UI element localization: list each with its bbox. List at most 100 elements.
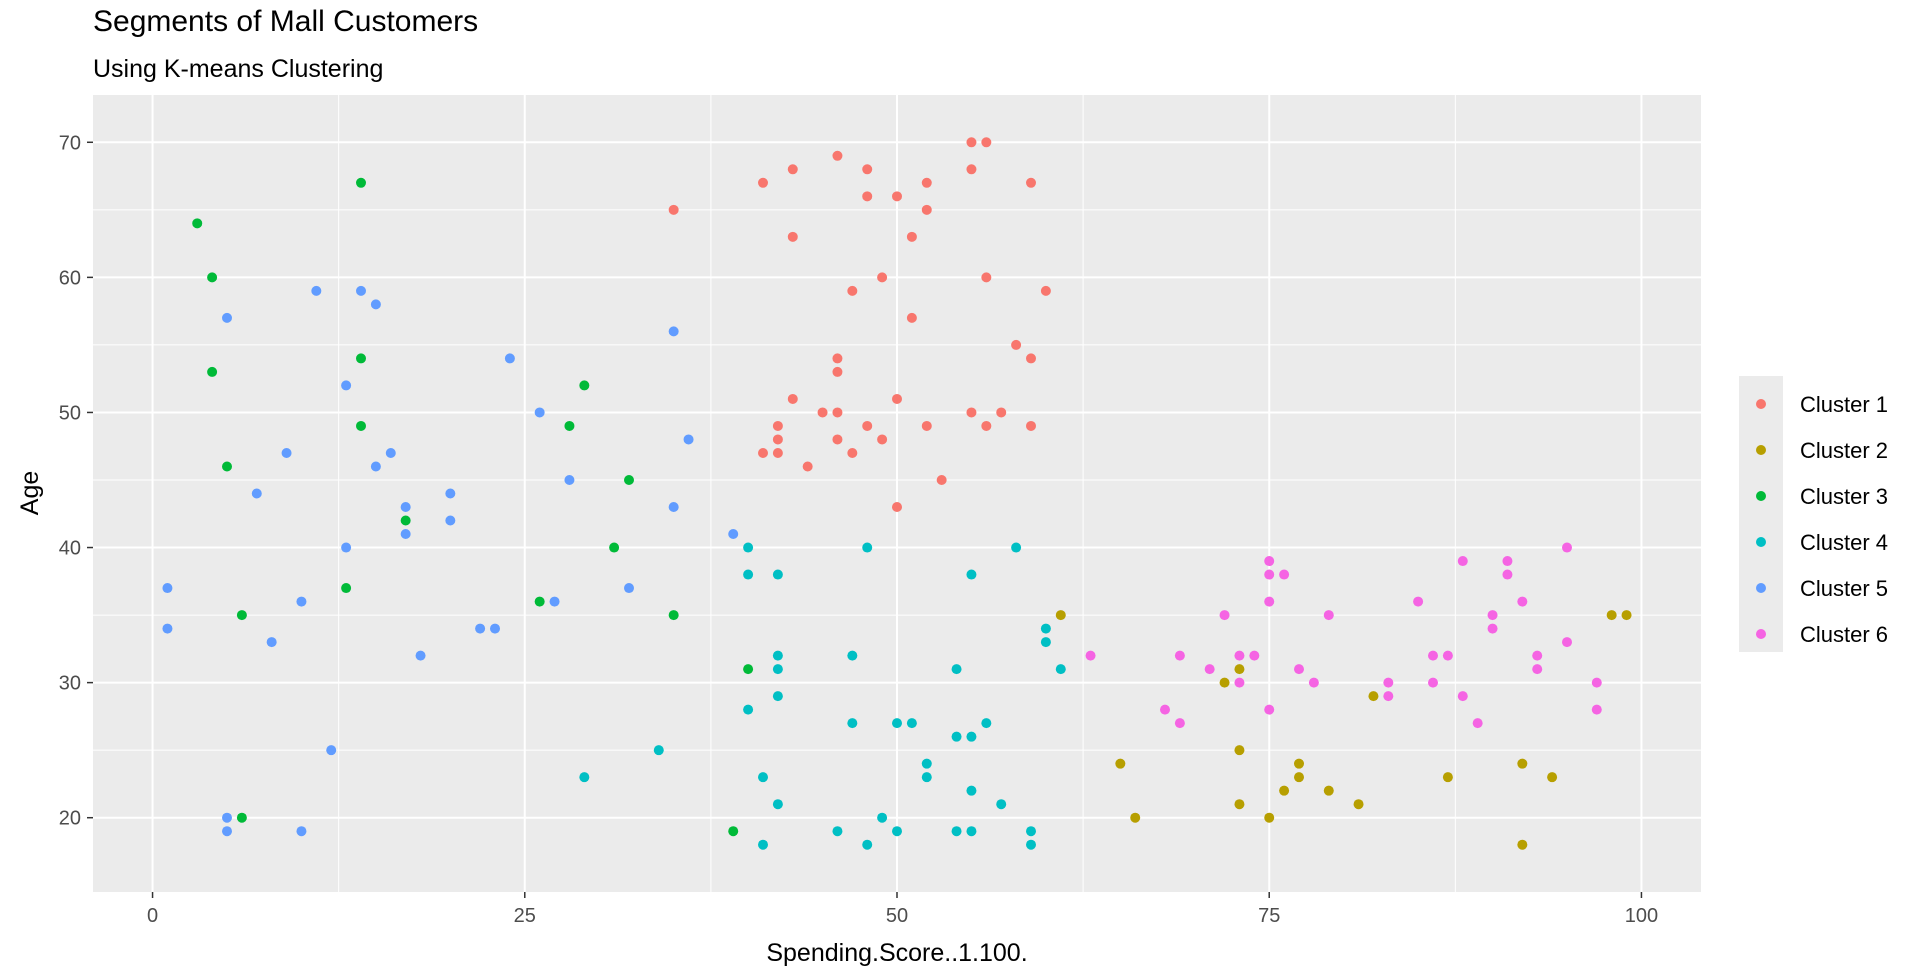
- data-point-cluster-5: [251, 488, 262, 499]
- y-tick-label: 40: [59, 538, 81, 560]
- data-point-cluster-6: [1442, 650, 1453, 661]
- data-point-cluster-1: [1011, 339, 1022, 350]
- data-point-cluster-4: [758, 772, 768, 783]
- data-point-cluster-4: [1055, 664, 1066, 675]
- data-point-cluster-6: [1532, 650, 1543, 661]
- data-point-cluster-1: [772, 447, 783, 458]
- data-point-cluster-3: [207, 366, 218, 377]
- data-point-cluster-2: [1294, 772, 1304, 783]
- data-point-cluster-5: [356, 285, 366, 296]
- x-tick-label: 0: [147, 905, 158, 927]
- data-point-cluster-4: [653, 745, 664, 756]
- data-point-cluster-5: [668, 326, 679, 337]
- data-point-cluster-5: [370, 299, 381, 310]
- legend-key-cluster-3: [1756, 491, 1766, 501]
- data-point-cluster-2: [1368, 691, 1379, 702]
- data-point-cluster-1: [996, 407, 1007, 418]
- data-point-cluster-3: [236, 610, 247, 621]
- data-point-cluster-2: [1517, 839, 1528, 850]
- data-point-cluster-4: [579, 772, 590, 783]
- data-point-cluster-3: [564, 420, 575, 431]
- data-point-cluster-4: [981, 718, 992, 729]
- data-point-cluster-1: [802, 461, 813, 472]
- data-point-cluster-1: [906, 231, 917, 242]
- data-point-cluster-3: [534, 596, 545, 607]
- data-point-cluster-5: [624, 583, 634, 594]
- data-point-cluster-1: [847, 285, 858, 296]
- data-point-cluster-4: [892, 718, 902, 729]
- data-point-cluster-3: [624, 474, 634, 485]
- data-point-cluster-4: [772, 691, 783, 702]
- data-point-cluster-5: [162, 583, 173, 594]
- data-point-cluster-6: [1234, 650, 1245, 661]
- data-point-cluster-5: [564, 474, 575, 485]
- data-point-cluster-5: [341, 380, 352, 391]
- data-point-cluster-4: [1026, 826, 1036, 837]
- data-point-cluster-6: [1532, 664, 1543, 675]
- data-point-cluster-1: [862, 420, 873, 431]
- data-point-cluster-4: [1040, 623, 1051, 634]
- data-point-cluster-6: [1562, 542, 1572, 553]
- x-tick-label: 75: [1258, 905, 1280, 927]
- data-point-cluster-3: [341, 583, 352, 594]
- data-point-cluster-4: [966, 731, 977, 742]
- data-point-cluster-6: [1502, 556, 1513, 567]
- data-point-cluster-1: [847, 447, 858, 458]
- data-point-cluster-1: [892, 502, 902, 513]
- data-point-cluster-5: [296, 826, 307, 837]
- data-point-cluster-1: [1040, 285, 1051, 296]
- data-point-cluster-1: [906, 312, 917, 323]
- data-point-cluster-6: [1517, 596, 1528, 607]
- data-point-cluster-4: [743, 704, 754, 715]
- data-point-cluster-2: [1294, 758, 1304, 769]
- data-point-cluster-4: [772, 650, 783, 661]
- data-point-cluster-4: [921, 758, 932, 769]
- data-point-cluster-6: [1294, 664, 1304, 675]
- data-point-cluster-1: [817, 407, 828, 418]
- data-point-cluster-6: [1487, 610, 1498, 621]
- data-point-cluster-4: [951, 664, 962, 675]
- data-point-cluster-1: [772, 434, 783, 445]
- data-point-cluster-5: [370, 461, 381, 472]
- data-point-cluster-3: [579, 380, 590, 391]
- legend-key-cluster-1: [1756, 399, 1766, 409]
- data-point-cluster-6: [1591, 677, 1602, 688]
- data-point-cluster-5: [475, 623, 486, 634]
- data-point-cluster-1: [1026, 177, 1036, 188]
- data-point-cluster-6: [1591, 704, 1602, 715]
- x-axis-label: Spending.Score..1.100.: [766, 939, 1027, 967]
- data-point-cluster-5: [415, 650, 426, 661]
- data-point-cluster-2: [1234, 799, 1245, 810]
- data-point-cluster-1: [921, 177, 932, 188]
- data-point-cluster-4: [743, 542, 754, 553]
- data-point-cluster-5: [281, 447, 292, 458]
- data-point-cluster-6: [1472, 718, 1483, 729]
- x-tick-label: 100: [1625, 905, 1658, 927]
- data-point-cluster-6: [1085, 650, 1096, 661]
- data-point-cluster-6: [1279, 569, 1290, 580]
- y-tick-label: 30: [59, 673, 81, 695]
- y-tick-label: 20: [59, 808, 81, 830]
- data-point-cluster-1: [1026, 353, 1036, 364]
- data-point-cluster-5: [222, 826, 232, 837]
- data-point-cluster-1: [921, 420, 932, 431]
- data-point-cluster-3: [668, 610, 679, 621]
- legend-label-cluster-6: Cluster 6: [1800, 622, 1888, 647]
- data-point-cluster-2: [1055, 610, 1066, 621]
- data-point-cluster-2: [1353, 799, 1364, 810]
- data-point-cluster-1: [1026, 420, 1036, 431]
- data-point-cluster-2: [1130, 812, 1141, 823]
- data-point-cluster-4: [1011, 542, 1022, 553]
- data-point-cluster-1: [981, 272, 992, 283]
- data-point-cluster-6: [1264, 569, 1275, 580]
- data-point-cluster-4: [966, 826, 977, 837]
- data-point-cluster-1: [936, 474, 947, 485]
- data-point-cluster-4: [832, 826, 843, 837]
- data-point-cluster-1: [832, 366, 843, 377]
- data-point-cluster-2: [1264, 812, 1275, 823]
- data-point-cluster-3: [743, 664, 754, 675]
- data-point-cluster-5: [683, 434, 694, 445]
- data-point-cluster-3: [236, 812, 247, 823]
- data-point-cluster-5: [504, 353, 515, 364]
- data-point-cluster-1: [966, 407, 977, 418]
